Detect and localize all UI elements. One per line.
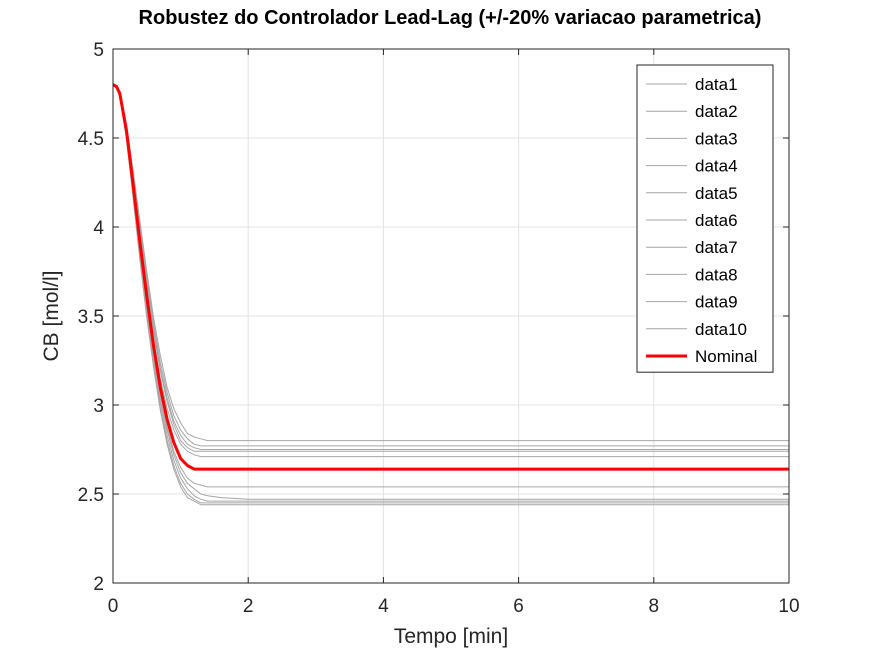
legend-box bbox=[636, 64, 774, 373]
y-tick-label: 3.5 bbox=[78, 307, 104, 328]
x-tick-label: 4 bbox=[378, 596, 389, 617]
legend: data1 data2 data3 data4 data5 data6 data7 data8… bbox=[636, 64, 774, 373]
legend-label: data1 bbox=[695, 75, 738, 94]
y-tick-label: 2 bbox=[93, 574, 104, 595]
x-tick-label: 8 bbox=[649, 596, 660, 617]
legend-label: data2 bbox=[695, 102, 738, 121]
x-axis-label: Tempo [min] bbox=[394, 625, 508, 648]
x-tick-label: 2 bbox=[243, 596, 254, 617]
legend-label: data8 bbox=[695, 265, 738, 284]
y-tick-label: 5 bbox=[93, 40, 104, 61]
legend-label: Nominal bbox=[695, 347, 757, 366]
y-tick-label: 4 bbox=[93, 218, 104, 239]
x-tick-label: 0 bbox=[108, 596, 119, 617]
plot-lines bbox=[112, 83, 789, 506]
y-tick-label: 3 bbox=[93, 396, 104, 417]
x-tick-label: 10 bbox=[778, 596, 799, 617]
legend-label: data5 bbox=[695, 184, 738, 203]
legend-label: data7 bbox=[695, 238, 738, 257]
legend-label: data3 bbox=[695, 129, 738, 148]
legend-label: data6 bbox=[695, 211, 738, 230]
x-tick-label: 6 bbox=[513, 596, 524, 617]
y-tick-label: 4.5 bbox=[78, 129, 104, 150]
legend-label: data4 bbox=[695, 157, 738, 176]
chart-title: Robustez do Controlador Lead-Lag (+/-20%… bbox=[139, 7, 762, 29]
legend-label: data9 bbox=[695, 293, 738, 312]
y-axis-label: CB [mol/l] bbox=[40, 270, 63, 361]
series-line-nominal bbox=[112, 83, 789, 471]
legend-label: data10 bbox=[695, 320, 747, 339]
y-tick-label: 2.5 bbox=[78, 485, 104, 506]
